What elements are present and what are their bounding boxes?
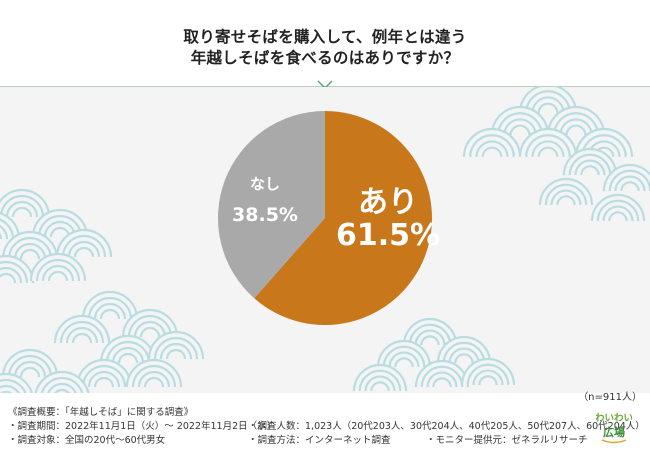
waiwai-hiroba-logo: わいわい 広場 <box>596 413 632 444</box>
survey-count: ・調査人数：1,023人（20代203人、30代204人、40代205人、50代… <box>248 421 645 432</box>
logo-line-1: わいわい <box>596 413 632 424</box>
slice-value-no: 38.5% <box>232 204 298 226</box>
logo-line-2: 広場 <box>603 425 625 439</box>
header: 取り寄せそばを購入して、例年とは違う 年越しそばを食べるのはありですか？ <box>0 0 650 87</box>
slice-value-yes: 61.5% <box>336 218 440 253</box>
survey-period: ・調査期間：2022年11月1日（火）～ 2022年11月2日（水） <box>8 421 277 432</box>
survey-target: ・調査対象：全国の20代～60代男女 <box>8 435 166 446</box>
chart-area: あり 61.5% なし 38.5% <box>0 87 650 393</box>
pie-slice-yes <box>254 111 432 325</box>
wave-background <box>0 87 650 393</box>
survey-method: ・調査方法：インターネット調査 <box>248 435 391 446</box>
survey-provider: ・モニター提供元：ゼネラルリサーチ <box>426 435 588 446</box>
survey-footer: 《調査概要：「年越しそば」に関する調査》 ・調査期間：2022年11月1日（火）… <box>0 402 650 450</box>
slice-label-yes: あり <box>358 185 418 220</box>
wave-pattern <box>0 87 650 393</box>
pie-slice-no <box>217 111 325 299</box>
slice-label-no: なし <box>250 175 280 193</box>
page-title-line-1: 取り寄せそばを購入して、例年とは違う <box>183 28 467 46</box>
page-title-line-2: 年越しそばを食べるのはありですか？ <box>190 49 460 67</box>
sample-size-label: （n=911人） <box>578 392 642 403</box>
survey-heading: 《調査概要：「年越しそば」に関する調査》 <box>8 407 194 418</box>
